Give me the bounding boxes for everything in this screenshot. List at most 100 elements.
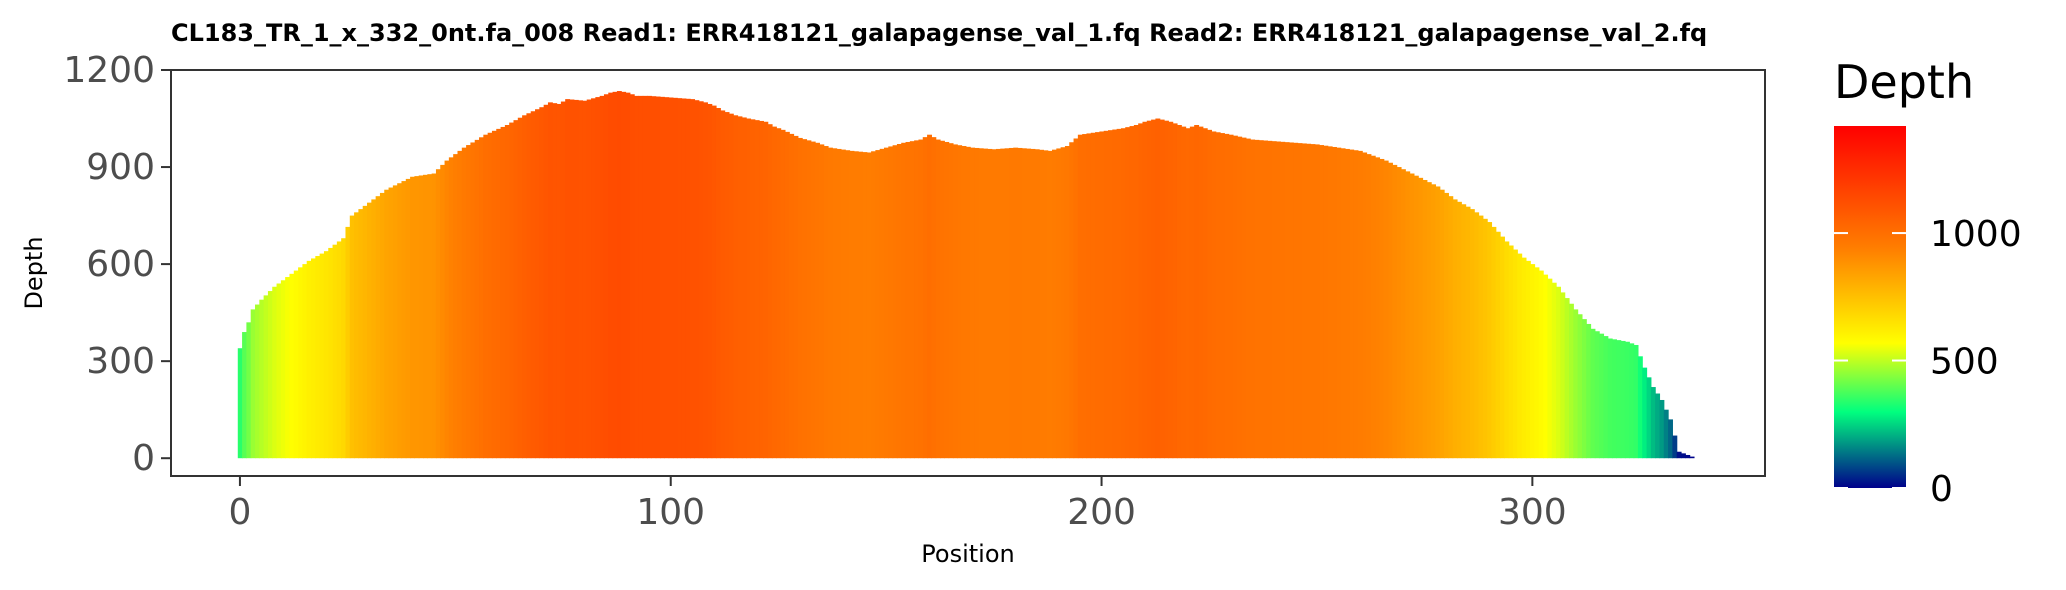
depth-bar [750,119,756,459]
depth-bar [1194,125,1200,459]
depth-bar [1629,343,1635,459]
depth-bar [1004,148,1010,459]
depth-bar [388,187,394,459]
depth-bar [345,226,351,459]
depth-bar [496,128,502,459]
depth-bar [367,202,372,459]
depth-bar [647,95,652,459]
depth-bar [832,148,838,459]
depth-bar [354,212,359,459]
depth-bar [1245,138,1251,459]
depth-bar [569,99,575,459]
depth-bar [1370,155,1376,459]
depth-bar [302,264,308,459]
depth-bar [582,100,588,459]
depth-bar [1456,201,1462,459]
y-axis-title: Depth [20,236,48,309]
depth-bar [423,174,428,459]
depth-bar [1276,141,1281,459]
depth-bar [1672,435,1678,459]
depth-bar [272,286,278,459]
depth-bar [384,189,390,459]
depth-bar [1034,149,1040,459]
depth-bar [711,105,717,459]
depth-bar [298,267,303,459]
depth-bar [720,110,726,459]
depth-bar [1297,143,1303,459]
depth-bar [1039,149,1044,459]
depth-bar [1228,134,1234,459]
depth-bar [1349,149,1355,459]
depth-bar [1521,257,1527,459]
depth-bar [728,113,734,459]
depth-bar [405,178,411,459]
depth-bar [608,92,614,459]
depth-bar [444,160,450,459]
depth-bar [1267,140,1273,459]
depth-bar [1189,126,1195,459]
depth-bar [1000,148,1006,459]
depth-bar [1418,177,1424,459]
depth-bar [659,96,665,459]
depth-bar [1344,148,1350,459]
depth-bar [983,148,988,459]
depth-bar [1073,138,1079,459]
depth-bar [565,99,571,459]
depth-bar [1396,167,1402,459]
depth-bar [1659,399,1665,459]
depth-bar [1448,196,1454,459]
depth-bar [883,147,889,459]
depth-bar [1452,199,1458,459]
depth-bar [767,124,773,459]
depth-bar [336,241,342,459]
depth-bar [672,97,678,459]
depth-bar [668,97,674,459]
depth-bar [1642,367,1648,459]
depth-bar [379,192,385,459]
depth-bar [1288,142,1294,459]
depth-bar [905,141,911,459]
depth-bar [707,103,713,459]
depth-bar [1125,127,1131,459]
x-tick-label: 300 [1498,492,1567,533]
depth-bar [879,148,885,459]
depth-bar [1388,162,1393,459]
depth-bar [578,100,584,459]
depth-bar [1568,303,1574,459]
depth-bar [957,145,963,459]
depth-bar [504,125,510,459]
depth-bar [401,181,407,459]
depth-bar [358,209,364,459]
depth-bar [991,149,997,459]
depth-bar [1577,314,1583,459]
depth-bar [1021,148,1027,459]
depth-bar [431,173,437,459]
depth-bar [539,107,545,459]
depth-bar [845,150,851,459]
depth-bar [892,145,898,459]
depth-bar [681,98,687,459]
depth-bar [500,126,506,459]
legend-colorbar [1834,126,1906,488]
x-tick-label: 0 [228,492,251,533]
depth-bar [1426,182,1432,459]
depth-bar [509,122,515,459]
depth-bar [685,98,691,459]
depth-bar [909,141,915,459]
depth-bar [1168,121,1174,459]
depth-bar [1232,135,1238,459]
depth-bar [871,151,876,459]
depth-bar [1120,128,1126,459]
depth-bar [1530,264,1536,459]
depth-bar [1685,454,1691,459]
depth-bar [237,348,243,459]
depth-bar [935,139,941,459]
depth-bar [530,111,536,459]
depth-bar [1030,148,1036,459]
depth-bar [1017,147,1023,459]
depth-bar [741,117,747,459]
depth-bar [285,277,291,459]
depth-bar [1357,150,1363,459]
depth-bar [1663,409,1669,459]
depth-bar [1676,451,1682,459]
